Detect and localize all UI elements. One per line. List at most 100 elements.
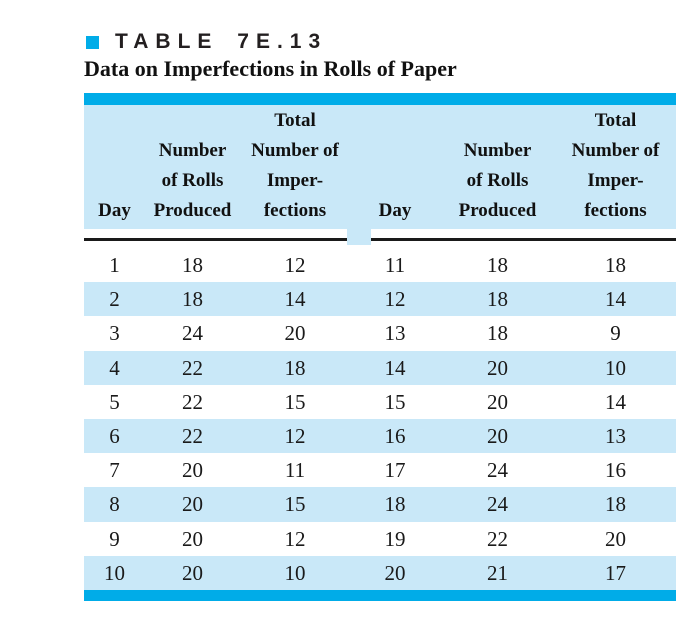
rolls-cell: 18	[182, 287, 203, 312]
header-separator	[84, 228, 676, 248]
day-cell: 12	[384, 287, 406, 312]
day-cell: 17	[384, 458, 406, 483]
header-rule-right	[371, 238, 676, 241]
header-col-day-right: Day	[350, 196, 440, 229]
header-col-rolls-right: Number of Rolls Produced	[440, 136, 555, 229]
day-cell: 3	[109, 321, 120, 346]
rolls-cell: 24	[182, 321, 203, 346]
table-row: 2 18 14 12 18 14	[84, 282, 676, 317]
header-imp-line3: Imper-	[266, 170, 324, 191]
day-cell: 16	[384, 423, 406, 448]
imperfections-cell: 11	[284, 458, 306, 483]
rolls-cell: 20	[182, 526, 203, 551]
header-rolls-line1: Number	[158, 140, 227, 161]
table-row: 1 18 12 11 18 18	[84, 248, 676, 282]
rolls-cell: 21	[487, 560, 508, 585]
header-day-label: Day	[378, 200, 412, 221]
imperfections-cell: 13	[605, 423, 626, 448]
header-imp-line1: Total	[274, 110, 316, 131]
header-day-label: Day	[98, 200, 131, 221]
imperfections-cell: 9	[610, 321, 621, 346]
rolls-cell: 22	[182, 423, 203, 448]
imperfections-cell: 18	[605, 492, 626, 517]
day-cell: 2	[109, 287, 120, 312]
table-body: 1 18 12 11 18 18 2 18 14 12 18 14 3 24 2…	[84, 248, 676, 590]
table-row: 3 24 20 13 18 9	[84, 316, 676, 350]
header-rolls-line3: Produced	[458, 200, 537, 221]
bullet-square-icon	[86, 35, 99, 49]
header-col-day-left: Day	[84, 196, 145, 229]
imperfections-cell: 17	[605, 560, 626, 585]
header-imp-line2: Number of	[251, 140, 339, 161]
header-col-rolls-left: Number of Rolls Produced	[145, 136, 240, 229]
rolls-cell: 22	[182, 355, 203, 380]
table-row: 4 22 18 14 20 10	[84, 350, 676, 385]
day-cell: 11	[384, 253, 406, 277]
rolls-cell: 20	[487, 423, 508, 448]
imperfections-cell: 15	[284, 492, 306, 517]
day-cell: 8	[109, 492, 120, 517]
day-cell: 15	[384, 389, 406, 414]
table-row: 6 22 12 16 20 13	[84, 418, 676, 454]
header-rolls-line2: of Rolls	[466, 170, 529, 191]
day-cell: 1	[109, 253, 120, 277]
rolls-cell: 20	[487, 389, 508, 414]
imperfections-cell: 14	[605, 287, 626, 312]
header-imp-line3: Imper-	[587, 170, 644, 191]
rolls-cell: 18	[487, 321, 508, 346]
day-cell: 13	[384, 321, 406, 346]
rolls-cell: 22	[182, 389, 203, 414]
table-row: 5 22 15 15 20 14	[84, 385, 676, 419]
header-rolls-line1: Number	[463, 140, 532, 161]
header-col-imperfections-left: Total Number of Imper- fections	[240, 106, 350, 229]
header-col-imperfections-right: Total Number of Imper- fections	[555, 106, 676, 229]
imperfections-cell: 14	[605, 389, 626, 414]
day-cell: 20	[384, 560, 406, 585]
day-cell: 4	[109, 355, 120, 380]
rolls-cell: 24	[487, 492, 508, 517]
header-imp-line4: fections	[584, 200, 647, 221]
day-cell: 19	[384, 526, 406, 551]
header-rolls-line3: Produced	[153, 200, 232, 221]
table-top-rule	[84, 93, 676, 105]
rolls-cell: 20	[487, 355, 508, 380]
table-row: 7 20 11 17 24 16	[84, 453, 676, 487]
imperfections-cell: 18	[605, 253, 626, 277]
imperfections-cell: 12	[284, 423, 306, 448]
header-separator-gap	[347, 228, 371, 245]
rolls-cell: 18	[487, 253, 508, 277]
header-rule-left	[84, 238, 347, 241]
rolls-cell: 24	[487, 458, 508, 483]
rolls-cell: 20	[182, 492, 203, 517]
table-caption: TABLE 7E.13	[86, 30, 327, 54]
imperfections-cell: 16	[605, 458, 626, 483]
table-bottom-rule	[84, 589, 676, 601]
imperfections-cell: 18	[284, 355, 306, 380]
header-imp-line1: Total	[594, 110, 637, 131]
header-imp-line4: fections	[263, 200, 327, 221]
imperfections-cell: 15	[284, 389, 306, 414]
header-imp-line2: Number of	[571, 140, 660, 161]
day-cell: 5	[109, 389, 120, 414]
imperfections-cell: 14	[284, 287, 306, 312]
imperfections-cell: 10	[605, 355, 626, 380]
data-table: Day Number of Rolls Produced Total Numbe…	[84, 93, 676, 601]
table-row: 10 20 10 20 21 17	[84, 555, 676, 590]
imperfections-cell: 12	[284, 526, 306, 551]
day-cell: 14	[384, 355, 406, 380]
day-cell: 6	[109, 423, 120, 448]
table-row: 9 20 12 19 22 20	[84, 522, 676, 556]
table-number-label: TABLE 7E.13	[115, 30, 328, 53]
rolls-cell: 18	[182, 253, 203, 277]
day-cell: 9	[109, 526, 120, 551]
day-cell: 7	[109, 458, 120, 483]
header-rolls-line2: of Rolls	[161, 170, 224, 191]
imperfections-cell: 12	[284, 253, 306, 277]
rolls-cell: 20	[182, 560, 203, 585]
imperfections-cell: 10	[284, 560, 306, 585]
rolls-cell: 20	[182, 458, 203, 483]
table-title: Data on Imperfections in Rolls of Paper	[84, 56, 457, 81]
day-cell: 18	[384, 492, 406, 517]
table-header: Day Number of Rolls Produced Total Numbe…	[84, 105, 676, 229]
table-row: 8 20 15 18 24 18	[84, 487, 676, 522]
